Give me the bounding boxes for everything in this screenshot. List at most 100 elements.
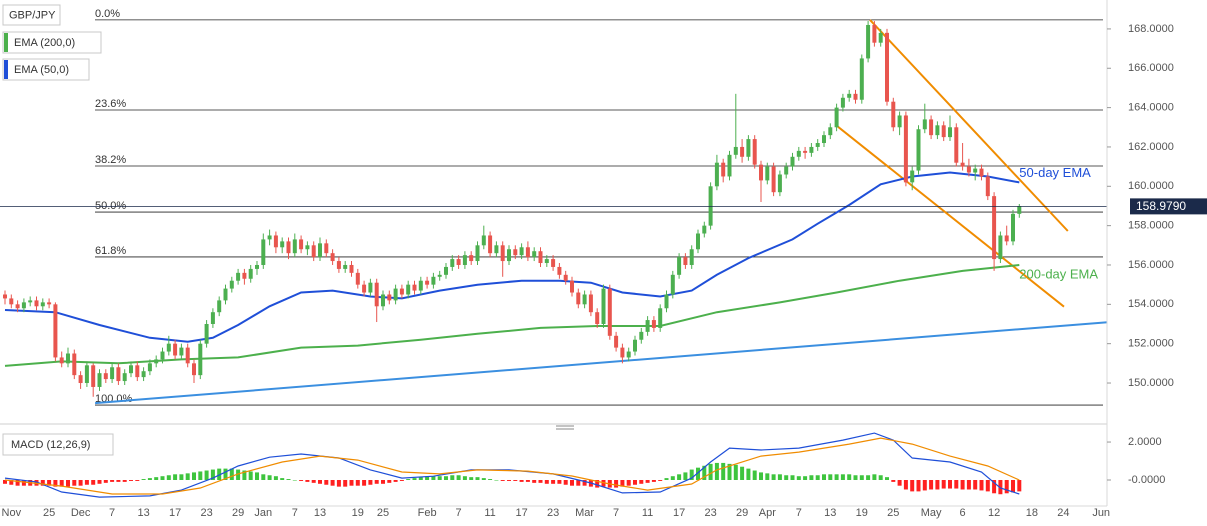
candle-body [475, 245, 480, 262]
candle-body [330, 253, 335, 262]
candle-body [229, 280, 234, 289]
macd-bar [973, 480, 978, 490]
macd-bar [374, 480, 379, 484]
candle-body [110, 367, 115, 380]
macd-bar [488, 479, 493, 480]
candle-body [960, 162, 965, 167]
macd-bar [796, 476, 801, 480]
macd-bar [696, 467, 700, 480]
legend-box [2, 433, 114, 456]
candle-body [399, 288, 404, 295]
candle-body [752, 139, 757, 165]
candle-body [859, 58, 864, 100]
candle-body [1011, 213, 1015, 242]
macd-bar [9, 480, 14, 485]
macd-bar [916, 480, 921, 492]
x-tick-label: 25 [887, 507, 899, 519]
macd-bar [141, 479, 146, 480]
macd-bar [267, 475, 272, 480]
macd-bar [299, 480, 304, 481]
candle-body [255, 264, 259, 269]
candle-body [582, 294, 587, 305]
trendline [837, 125, 1065, 308]
macd-bar [116, 480, 121, 482]
candle-body [336, 261, 341, 269]
macd-bar [620, 480, 625, 487]
candle-body [966, 166, 971, 173]
candle-body [563, 274, 568, 281]
macd-bar [626, 480, 631, 486]
macd-bar [948, 480, 952, 489]
macd-bar [670, 476, 675, 480]
macd-bar [362, 480, 367, 486]
macd-bar [759, 472, 763, 480]
legend-title: GBP/JPY [9, 9, 56, 21]
ema-line [4, 171, 1020, 343]
candle-body [179, 347, 184, 356]
macd-bar [721, 462, 726, 480]
macd-bar [727, 463, 732, 480]
macd-bar [822, 474, 826, 480]
legend-label: EMA (50,0) [14, 64, 69, 76]
macd-bar [273, 476, 278, 480]
candle-body [595, 312, 600, 324]
x-tick-label: 17 [515, 507, 527, 519]
y-tick-label: 160.0000 [1128, 180, 1174, 192]
candle-body [28, 300, 33, 303]
macd-bar [78, 480, 83, 486]
candle-body [507, 249, 511, 262]
candle-body [280, 241, 285, 248]
macd-bar [557, 480, 562, 484]
y-tick-label: 152.0000 [1128, 338, 1174, 350]
candle-body [59, 357, 64, 364]
candle-body [141, 371, 146, 378]
macd-bar [922, 480, 927, 491]
macd-bar [733, 464, 738, 480]
x-tick-label: Apr [759, 507, 776, 519]
macd-bar [954, 480, 959, 489]
y-tick-label: 158.0000 [1128, 220, 1174, 232]
candle-body [500, 245, 505, 262]
macd-bar [910, 480, 915, 492]
x-tick-label: 7 [796, 507, 802, 519]
candle-body [437, 274, 442, 277]
macd-bar [840, 474, 845, 480]
candle-body [985, 176, 990, 197]
x-tick-label: 23 [704, 507, 716, 519]
candle-body [248, 268, 253, 279]
macd-bar [570, 480, 574, 486]
macd-bar [834, 474, 839, 480]
macd-bar [330, 480, 335, 486]
candle-body [683, 257, 688, 265]
macd-bar [784, 475, 789, 480]
candle-body [557, 266, 562, 275]
macd-bar [941, 480, 946, 489]
macd-bar [601, 480, 606, 487]
macd-bar [544, 480, 549, 484]
macd-bar [903, 480, 908, 490]
candle-body [217, 300, 222, 313]
macd-bar [412, 478, 417, 480]
macd-bar [406, 479, 411, 480]
macd-bar [53, 480, 58, 487]
macd-bar [110, 480, 115, 482]
x-tick-label: 17 [673, 507, 685, 519]
candle-body [431, 276, 436, 285]
x-tick-label: Feb [418, 507, 437, 519]
macd-bar [714, 462, 719, 480]
x-tick-label: Dec [71, 507, 91, 519]
candle-body [840, 97, 845, 108]
legend-box [2, 58, 90, 81]
candle-body [664, 294, 669, 309]
macd-bar [689, 469, 694, 480]
macd-bar [803, 476, 808, 480]
y-tick-label: 164.0000 [1128, 102, 1174, 114]
macd-bar [1017, 480, 1022, 492]
macd-bar [242, 470, 247, 480]
macd-bar [198, 471, 203, 480]
fib-label: 0.0% [95, 8, 120, 20]
candle-body [872, 24, 877, 43]
fib-label: 61.8% [95, 245, 126, 257]
candle-body [72, 353, 77, 376]
